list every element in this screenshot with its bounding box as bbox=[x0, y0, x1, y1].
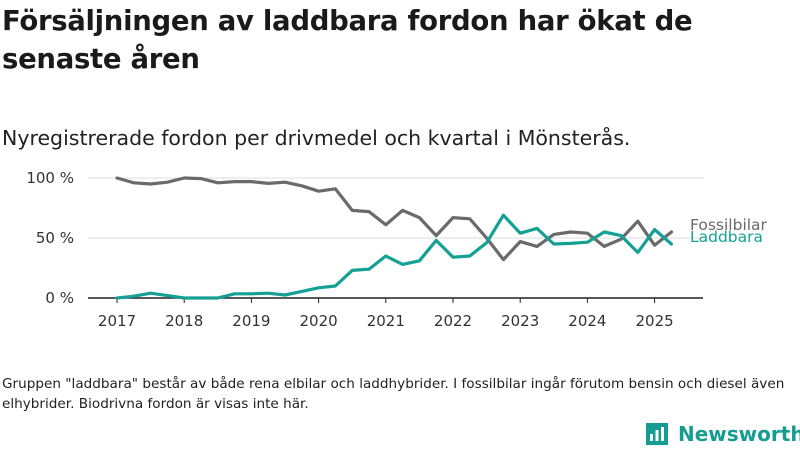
y-tick-label: 0 % bbox=[45, 289, 74, 307]
series-label-laddbara: Laddbara bbox=[690, 228, 763, 246]
series-lines bbox=[115, 176, 673, 300]
series-line-fossilbilar bbox=[115, 176, 673, 262]
newsworthy-logo-icon bbox=[646, 423, 668, 445]
x-tick-label: 2022 bbox=[434, 312, 472, 330]
series-line-laddbara bbox=[115, 213, 673, 300]
chart-title: Försäljningen av laddbara fordon har öka… bbox=[2, 5, 693, 75]
x-tick-label: 2019 bbox=[232, 312, 270, 330]
brand-name: Newsworthy bbox=[678, 422, 800, 446]
y-tick-label: 50 % bbox=[36, 229, 74, 247]
x-tick-label: 2021 bbox=[367, 312, 405, 330]
footnote: Gruppen "laddbara" består av både rena e… bbox=[2, 376, 785, 412]
x-tick-label: 2020 bbox=[300, 312, 338, 330]
x-tick-label: 2023 bbox=[501, 312, 539, 330]
gridlines bbox=[88, 177, 703, 239]
x-tick-label: 2024 bbox=[568, 312, 606, 330]
chart-subtitle: Nyregistrerade fordon per drivmedel och … bbox=[2, 126, 631, 150]
y-axis: 0 % 50 % 100 % bbox=[26, 169, 74, 307]
x-tick-label: 2025 bbox=[636, 312, 674, 330]
line-chart: 0 % 50 % 100 % 2017 2018 2019 2020 2021 2022 202… bbox=[26, 169, 768, 330]
y-tick-label: 100 % bbox=[26, 169, 74, 187]
x-tick-label: 2017 bbox=[98, 312, 136, 330]
x-tick-label: 2018 bbox=[165, 312, 203, 330]
series-label-fossilbilar: Fossilbilar bbox=[690, 216, 768, 234]
brand-logo[interactable]: Newsworthy bbox=[644, 420, 800, 448]
x-axis: 2017 2018 2019 2020 2021 2022 2023 2024 2025 bbox=[88, 297, 703, 330]
